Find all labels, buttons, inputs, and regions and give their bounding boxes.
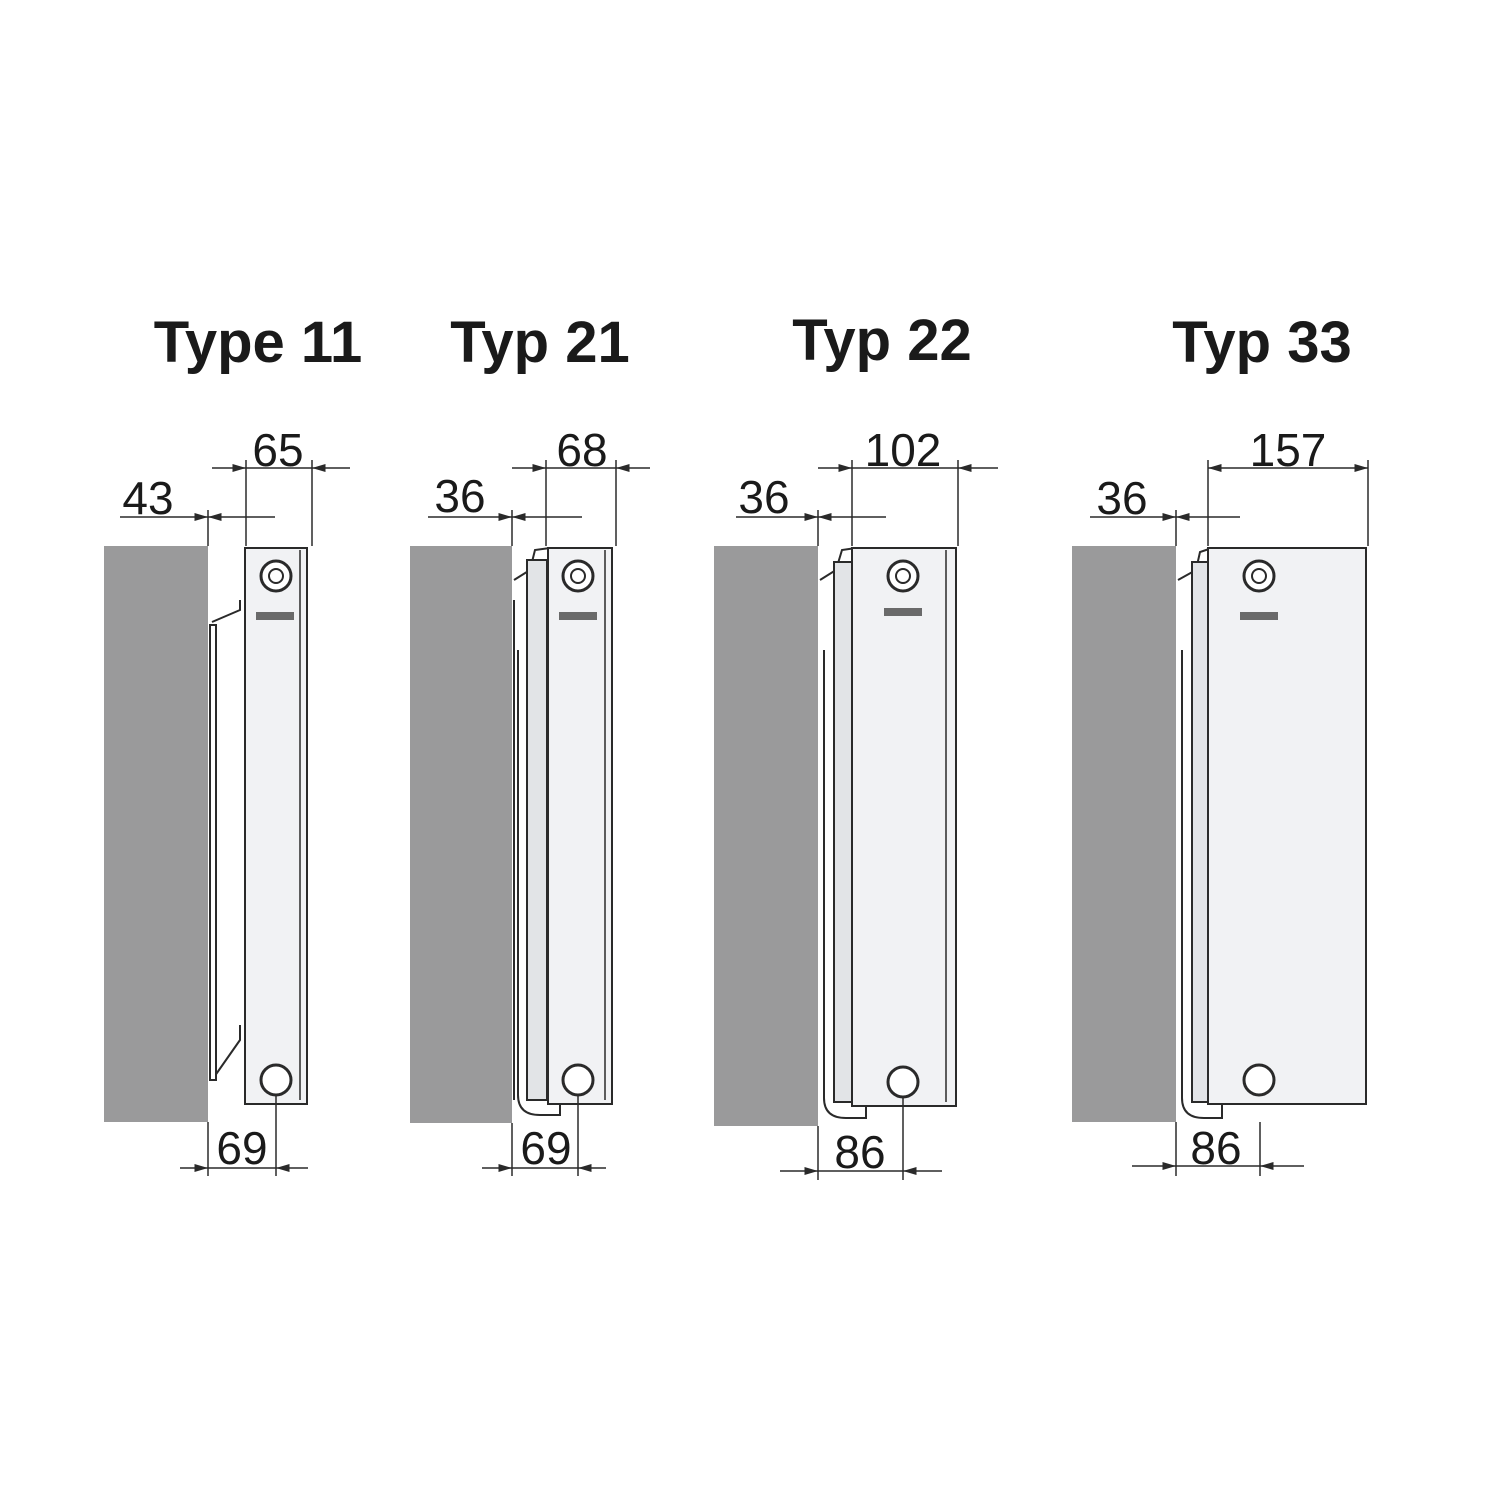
- wall-distance-label: 36: [738, 471, 789, 523]
- radiator-panel: [244, 547, 308, 1105]
- radiator-typ-22: Typ 22 36 102 86: [714, 308, 998, 1180]
- wall: [714, 546, 818, 1126]
- valve-icon: [886, 559, 920, 593]
- valve-icon: [259, 559, 293, 593]
- depth-label: 65: [252, 424, 303, 476]
- radiator-title: Typ 22: [792, 308, 971, 373]
- wall: [1072, 546, 1176, 1122]
- depth-label: 102: [865, 424, 942, 476]
- logo-plate: [559, 612, 597, 620]
- rear-panel: [833, 561, 853, 1103]
- pipe-connection-icon: [1242, 1063, 1276, 1097]
- logo-plate: [256, 612, 294, 620]
- wall-distance-label: 36: [434, 470, 485, 522]
- valve-icon: [1242, 559, 1276, 593]
- radiator-typ-33: Typ 33 36 157 86: [1072, 310, 1369, 1176]
- rear-panel: [1191, 561, 1209, 1103]
- radiator-title: Typ 33: [1172, 310, 1351, 375]
- valve-icon: [561, 559, 595, 593]
- logo-plate: [884, 608, 922, 616]
- depth-label: 157: [1250, 424, 1327, 476]
- bottom-distance-label: 69: [216, 1122, 267, 1174]
- connection-pipe: [1181, 650, 1223, 1119]
- radiator-type-11: Type 11 43 65 69: [104, 310, 362, 1176]
- rear-panel: [526, 559, 548, 1101]
- pipe-connection-icon: [561, 1063, 595, 1097]
- radiator-title: Typ 21: [450, 310, 629, 375]
- depth-label: 68: [556, 424, 607, 476]
- bottom-distance-label: 86: [1190, 1122, 1241, 1174]
- wall-distance-label: 36: [1096, 472, 1147, 524]
- radiator-title: Type 11: [154, 310, 363, 375]
- wall-bracket: [819, 547, 857, 581]
- wall: [410, 546, 512, 1123]
- bracket-rail: [209, 624, 217, 1081]
- wall-distance-label: 43: [122, 472, 173, 524]
- logo-plate: [1240, 612, 1278, 620]
- wall: [104, 546, 208, 1122]
- bottom-distance-label: 69: [520, 1122, 571, 1174]
- radiator-typ-21: Typ 21 36 68 69: [410, 310, 650, 1176]
- pipe-connection-icon: [886, 1065, 920, 1099]
- wall-bracket: [211, 600, 241, 1081]
- radiator-panel: [547, 547, 613, 1105]
- radiator-panel: [851, 547, 957, 1107]
- bottom-distance-label: 86: [834, 1126, 885, 1178]
- connection-pipe: [823, 650, 867, 1119]
- connection-pipe: [517, 650, 561, 1116]
- radiator-panel: [1207, 547, 1367, 1105]
- pipe-connection-icon: [259, 1063, 293, 1097]
